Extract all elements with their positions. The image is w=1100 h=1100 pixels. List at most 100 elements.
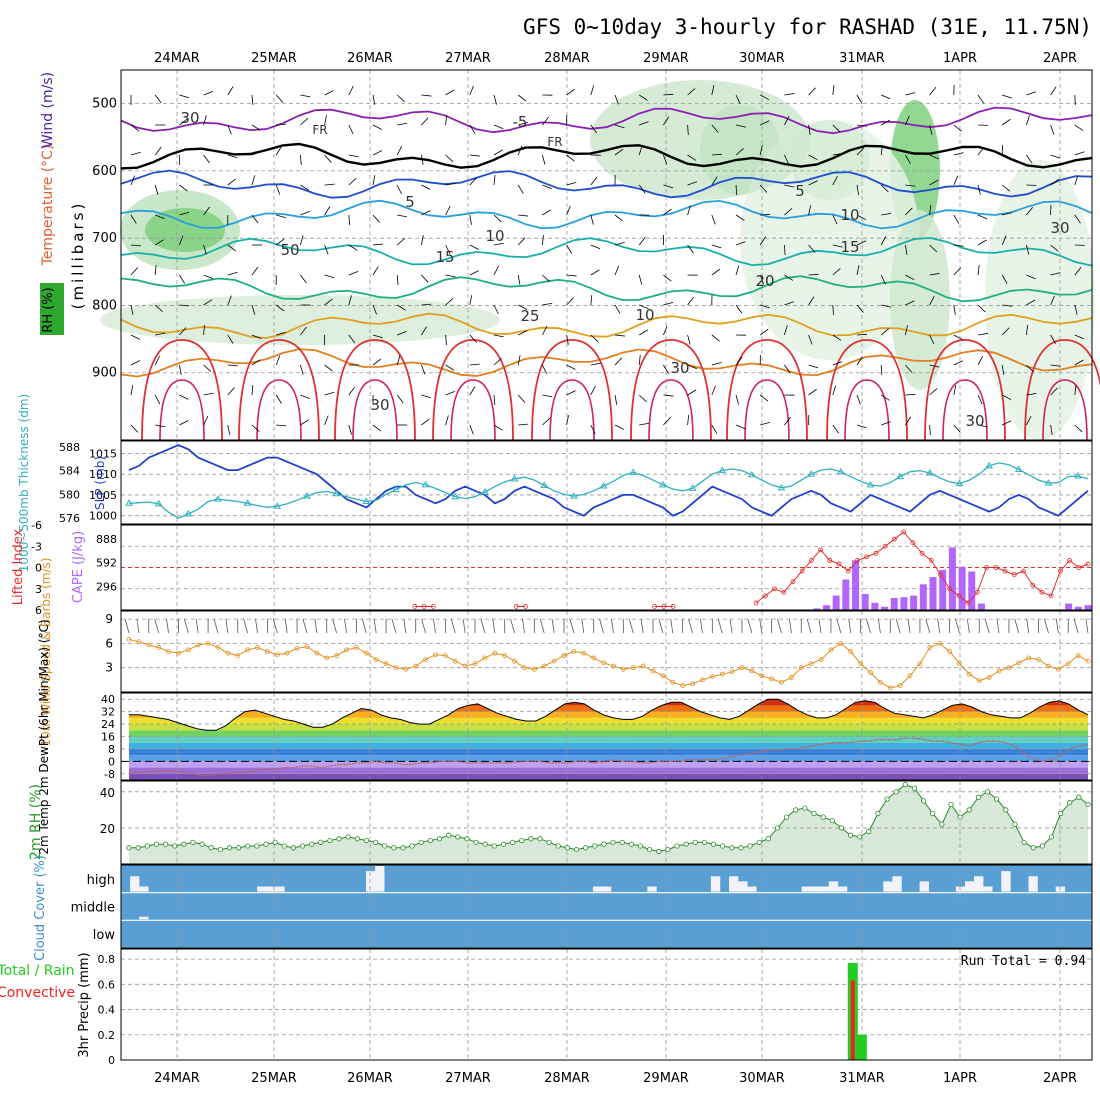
li-point	[1011, 572, 1017, 577]
warm-cell-contour	[450, 379, 496, 441]
wind-barb	[348, 386, 356, 396]
temp-color-band	[129, 742, 1088, 749]
rh2m-point	[236, 845, 242, 851]
wind-barb	[832, 244, 843, 248]
thickness-marker	[1044, 479, 1053, 486]
wind-speed-point	[700, 677, 705, 683]
rh-shade	[145, 208, 225, 252]
surface-wind-barb	[759, 618, 763, 634]
wind-barb	[348, 154, 359, 158]
surface-wind-barb	[136, 618, 140, 634]
wind-barb	[518, 122, 528, 126]
rh2m-point	[135, 845, 141, 851]
wind-barb	[275, 304, 285, 312]
wind-speed-point	[789, 675, 794, 680]
wind-barb	[542, 184, 552, 190]
rh2m-point	[391, 845, 397, 851]
wind-barb	[687, 415, 690, 426]
wind-barb	[856, 356, 863, 366]
temp-color-band	[129, 773, 1088, 780]
cloud-level-label: high	[87, 873, 115, 888]
thickness-marker	[243, 499, 252, 506]
cape-bar	[1074, 606, 1082, 610]
rh2m-point	[1021, 839, 1027, 845]
wind-barb	[614, 94, 619, 105]
rh2m-point	[756, 839, 762, 845]
wind-barb	[493, 94, 497, 105]
cape-tick-label: 888	[96, 533, 117, 546]
wind-barb	[953, 304, 956, 315]
date-label-top: 30MAR	[739, 51, 785, 66]
wind-barb	[760, 304, 770, 309]
panel-frame-wind	[120, 610, 1093, 693]
contour-label: 50	[280, 241, 299, 259]
wind-barb	[735, 356, 743, 366]
wind-barb	[663, 116, 670, 126]
thickness-marker	[896, 472, 905, 480]
wind-barb	[1002, 212, 1012, 216]
wind-barb	[396, 304, 406, 311]
wind-barb	[1074, 359, 1084, 366]
wind-barb	[905, 154, 911, 164]
wind-barb	[1001, 184, 1011, 192]
wind-barb	[711, 334, 720, 342]
wind-barb	[590, 244, 601, 250]
thickness-marker	[747, 470, 756, 478]
wind-barb	[300, 326, 307, 336]
wind-barb	[517, 355, 521, 366]
wind-barb	[469, 386, 476, 396]
surface-wind-barb	[492, 618, 496, 634]
warm-cell-contour	[531, 339, 613, 441]
cape-bar	[1084, 605, 1092, 610]
wind-barb	[687, 389, 697, 396]
wind-barb	[856, 304, 864, 313]
wind-barb	[372, 214, 380, 223]
cloud-high-bar	[139, 886, 149, 892]
rh2m-point	[372, 839, 379, 845]
wind-tick-label: 6	[105, 636, 113, 650]
wind-barb	[929, 424, 931, 436]
wind-barb	[905, 244, 908, 255]
temp-contour-15	[120, 236, 1093, 267]
wind-barb	[251, 304, 256, 315]
panel-frame-cloud	[120, 864, 1093, 949]
wind-speed-point	[848, 649, 854, 654]
li-point	[864, 554, 870, 560]
wind-barb	[977, 94, 985, 104]
wind-speed-point	[907, 673, 913, 679]
cape-bar	[939, 569, 947, 610]
wind-speed-point	[393, 665, 399, 671]
wind-barb	[1074, 334, 1085, 340]
wind-barb	[1026, 393, 1037, 396]
wind-barb	[469, 295, 473, 306]
wind-speed-point	[660, 673, 666, 679]
wind-speed-point	[235, 653, 241, 658]
wind-barb	[566, 297, 574, 306]
wind-barb	[832, 153, 843, 156]
wind-barb	[203, 364, 212, 372]
wind-barb	[759, 394, 769, 402]
wind-barb	[832, 334, 842, 341]
warm-cell-contour	[1042, 379, 1088, 441]
thickness-marker	[836, 467, 845, 475]
cape-bar	[842, 579, 850, 610]
wind-barb	[300, 419, 310, 426]
wind-barb	[832, 304, 834, 316]
wind-barb	[154, 239, 164, 246]
rh2m-point	[217, 846, 223, 853]
chart-title: GFS 0~10day 3-hourly for RASHAD (31E, 11…	[523, 15, 1092, 39]
wind-barb	[880, 364, 883, 376]
wind-barb	[808, 273, 819, 276]
wind-barb	[348, 214, 351, 225]
surface-wind-barb	[361, 618, 367, 634]
wind-barb	[275, 184, 281, 195]
wind-barb	[372, 358, 382, 366]
wind-barb	[372, 424, 382, 432]
wind-barb	[1050, 86, 1057, 96]
wind-barb	[687, 364, 698, 370]
wind-barb	[130, 360, 141, 366]
wind-barb	[396, 355, 401, 366]
cloud-high-bar	[729, 876, 739, 892]
wind-barb	[1026, 325, 1029, 336]
date-label-bottom: 29MAR	[643, 1071, 689, 1086]
